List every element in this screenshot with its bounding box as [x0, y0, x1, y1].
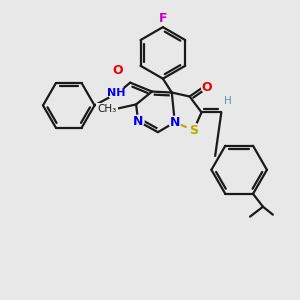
Circle shape	[202, 82, 212, 92]
Text: S: S	[189, 124, 198, 137]
Text: H: H	[224, 96, 232, 106]
Text: O: O	[201, 81, 212, 94]
Circle shape	[187, 123, 200, 137]
Circle shape	[169, 116, 181, 128]
Text: N: N	[169, 116, 180, 129]
Circle shape	[108, 85, 124, 101]
Circle shape	[112, 66, 122, 76]
Circle shape	[132, 115, 144, 127]
Text: O: O	[112, 64, 123, 77]
Text: NH: NH	[107, 88, 126, 98]
Text: N: N	[133, 115, 143, 128]
Text: F: F	[159, 12, 167, 25]
Text: CH₃: CH₃	[97, 104, 116, 114]
